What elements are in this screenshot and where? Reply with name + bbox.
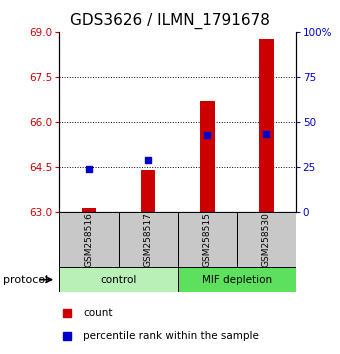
Bar bbox=[177, 212, 237, 267]
Text: GDS3626 / ILMN_1791678: GDS3626 / ILMN_1791678 bbox=[70, 12, 270, 29]
Bar bbox=[82, 208, 97, 212]
Text: percentile rank within the sample: percentile rank within the sample bbox=[83, 331, 259, 341]
Bar bbox=[259, 39, 274, 212]
Bar bbox=[119, 212, 177, 267]
Text: protocol: protocol bbox=[3, 275, 49, 285]
Bar bbox=[200, 101, 215, 212]
Text: count: count bbox=[83, 308, 113, 318]
Bar bbox=[59, 267, 177, 292]
Text: GSM258530: GSM258530 bbox=[262, 212, 271, 267]
Bar bbox=[177, 267, 296, 292]
Text: GSM258515: GSM258515 bbox=[203, 212, 212, 267]
Text: control: control bbox=[100, 275, 137, 285]
Text: MIF depletion: MIF depletion bbox=[202, 275, 272, 285]
Text: GSM258516: GSM258516 bbox=[85, 212, 94, 267]
Text: GSM258517: GSM258517 bbox=[143, 212, 153, 267]
Bar bbox=[237, 212, 296, 267]
Bar bbox=[59, 212, 119, 267]
Bar bbox=[141, 170, 155, 212]
